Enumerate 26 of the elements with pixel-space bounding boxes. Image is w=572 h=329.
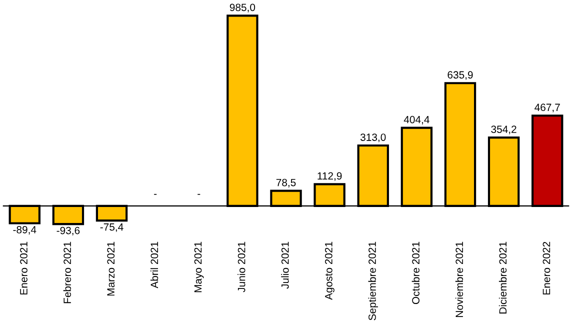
data-label: 404,4 xyxy=(404,116,430,125)
data-label: 635,9 xyxy=(448,71,473,80)
x-tick-label: Febrero 2021 xyxy=(63,242,71,304)
x-tick-label: Abril 2021 xyxy=(150,242,158,288)
x-tick-label: Enero 2021 xyxy=(20,242,28,294)
data-label: 467,7 xyxy=(534,104,560,112)
x-tick-label: Septiembre 2021 xyxy=(368,242,378,320)
x-tick-label: Noviembre 2021 xyxy=(455,242,464,317)
data-label: 112,9 xyxy=(318,172,342,181)
text: - xyxy=(198,194,200,195)
x-tick-label: Agosto 2021 xyxy=(324,242,334,300)
text: - xyxy=(154,194,157,195)
data-label: 985,0 xyxy=(230,4,256,12)
x-tick-label: Diciembre 2021 xyxy=(498,242,507,314)
data-label: -93,6 xyxy=(56,226,80,236)
data-label: 313,0 xyxy=(360,134,386,142)
x-tick-label: Marzo 2021 xyxy=(107,242,115,296)
x-tick-label: Octubre 2021 xyxy=(412,242,420,304)
data-label: 78,5 xyxy=(276,178,296,188)
data-label: -75,4 xyxy=(100,223,124,232)
data-label: 354,2 xyxy=(491,126,516,134)
x-tick-label: Junio 2021 xyxy=(238,242,246,292)
data-label: -89,4 xyxy=(13,226,36,235)
x-tick-label: Julio 2021 xyxy=(281,242,289,289)
x-tick-label: Enero 2022 xyxy=(542,242,550,294)
x-tick-label: Mayo 2021 xyxy=(194,242,204,292)
